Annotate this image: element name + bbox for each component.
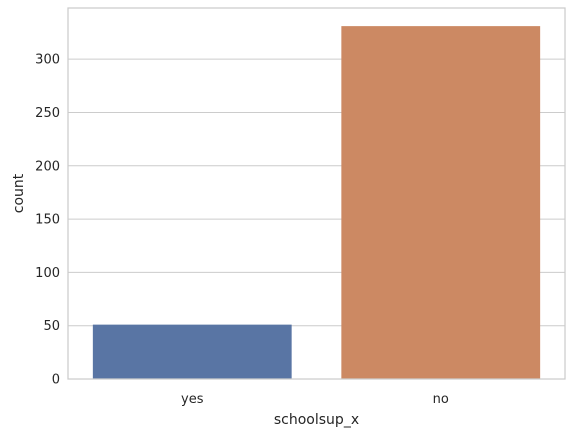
y-tick-label: 150: [35, 213, 60, 228]
bar-yes: [92, 324, 292, 379]
plot-frame: [67, 7, 566, 380]
x-tick-label: yes: [181, 392, 204, 407]
x-axis-label: schoolsup_x: [274, 412, 359, 428]
y-tick-label: 300: [35, 53, 60, 68]
bars: [92, 26, 541, 379]
y-tick-label: 100: [35, 266, 60, 281]
y-tick-label: 0: [52, 373, 60, 388]
y-tick-label: 200: [35, 159, 60, 174]
y-tick-label: 250: [35, 106, 60, 121]
bar-no: [341, 26, 541, 379]
x-tick-label: no: [433, 392, 449, 407]
y-tick-label: 50: [43, 319, 60, 334]
y-axis-label: count: [11, 173, 27, 213]
x-tick-labels: yes no: [181, 392, 449, 407]
y-tick-labels: 0 50 100 150 200 250 300: [35, 53, 60, 388]
